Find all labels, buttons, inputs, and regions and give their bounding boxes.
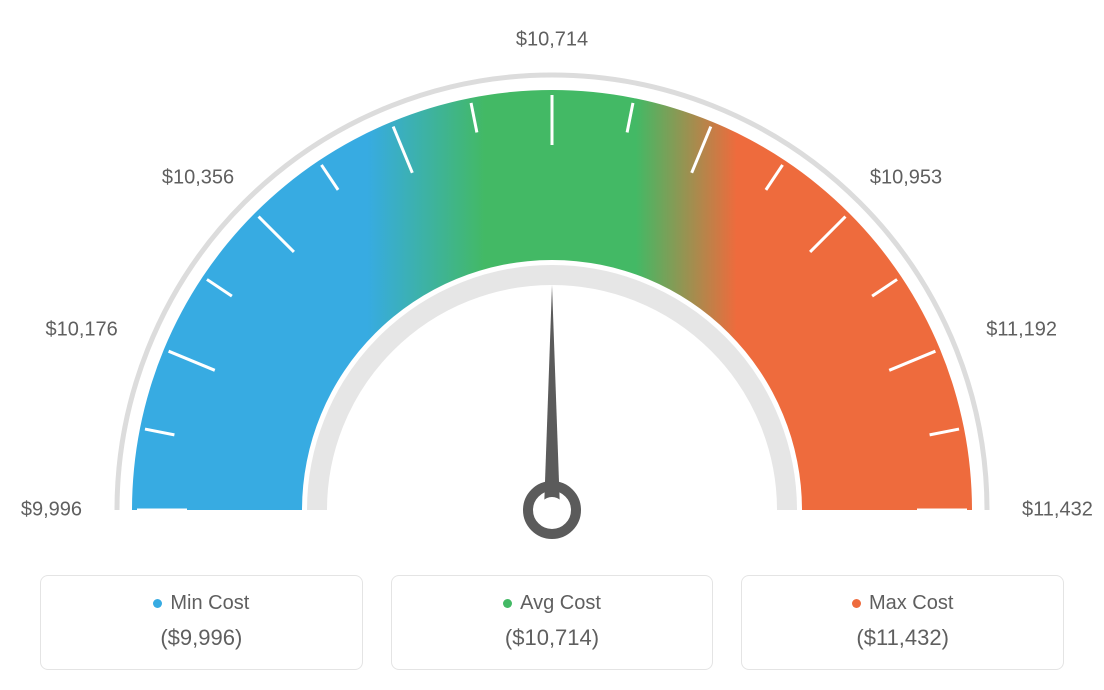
min-card-header: Min Cost — [61, 592, 342, 615]
max-cost-card: Max Cost ($11,432) — [741, 575, 1064, 670]
avg-card-header: Avg Cost — [412, 592, 693, 615]
min-title: Min Cost — [170, 592, 249, 615]
max-title: Max Cost — [869, 592, 953, 615]
max-card-header: Max Cost — [762, 592, 1043, 615]
dot-icon — [852, 599, 861, 608]
gauge-tick-label: $10,356 — [162, 166, 234, 189]
summary-cards: Min Cost ($9,996) Avg Cost ($10,714) Max… — [40, 575, 1064, 670]
avg-value: ($10,714) — [412, 625, 693, 651]
avg-title: Avg Cost — [520, 592, 601, 615]
gauge-tick-label: $9,996 — [21, 499, 82, 522]
gauge-tick-label: $11,192 — [986, 319, 1057, 342]
max-value: ($11,432) — [762, 625, 1043, 651]
dot-icon — [153, 599, 162, 608]
gauge-tick-label: $10,176 — [45, 319, 117, 342]
avg-cost-card: Avg Cost ($10,714) — [391, 575, 714, 670]
gauge-tick-label: $11,432 — [1022, 499, 1093, 522]
gauge-chart: $9,996 $10,176 $10,356 $10,714 $10,953 $11,19… — [0, 20, 1104, 560]
gauge-tick-label: $10,714 — [516, 29, 588, 52]
dot-icon — [503, 599, 512, 608]
chart-container: $9,996 $10,176 $10,356 $10,714 $10,953 $11,19… — [0, 0, 1104, 690]
min-value: ($9,996) — [61, 625, 342, 651]
min-cost-card: Min Cost ($9,996) — [40, 575, 363, 670]
gauge-svg — [0, 20, 1104, 560]
gauge-tick-label: $10,953 — [870, 166, 942, 189]
